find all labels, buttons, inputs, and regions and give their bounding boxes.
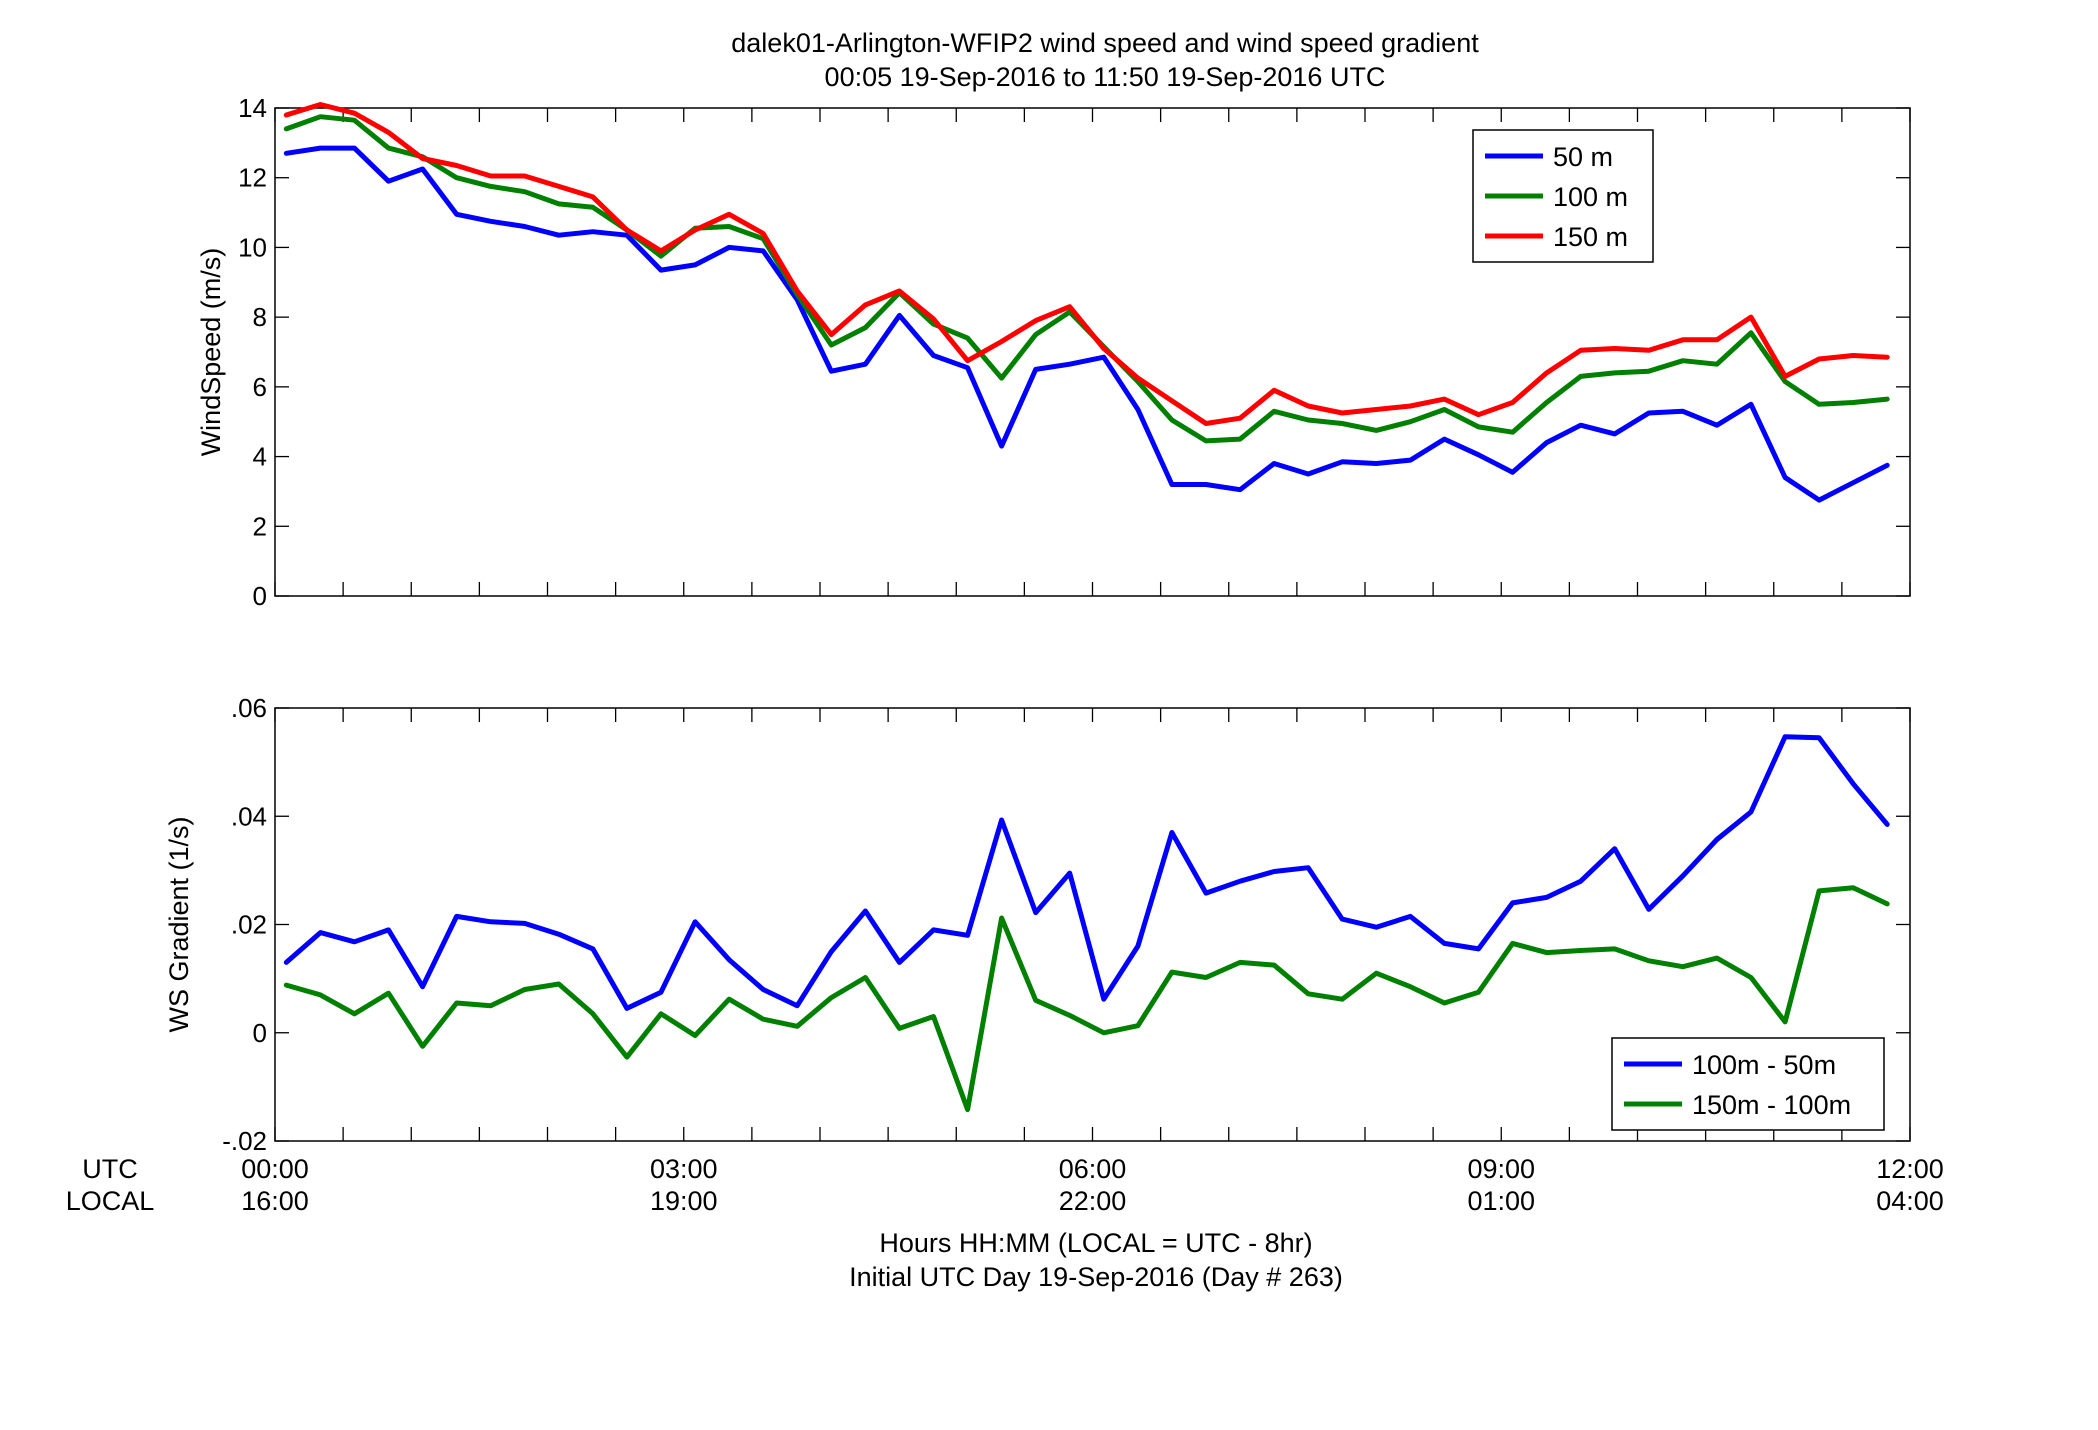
legend-label: 100m - 50m: [1692, 1050, 1836, 1080]
y-tick-label: 12: [238, 163, 267, 193]
y-tick-label: 6: [253, 372, 267, 402]
x-tick-label-local: 16:00: [241, 1186, 309, 1216]
x-tick-label-utc: 03:00: [650, 1154, 718, 1184]
series-line-100m-50m: [283, 734, 1890, 1011]
y-tick-label: 0: [253, 1018, 267, 1048]
x-tick-label-local: 22:00: [1059, 1186, 1127, 1216]
y-axis-label: WindSpeed (m/s): [196, 248, 226, 457]
legend-label: 100 m: [1553, 182, 1628, 212]
legend-box: [1611, 1037, 1885, 1131]
y-axis-label: WS Gradient (1/s): [164, 816, 194, 1032]
y-tick-label: .02: [231, 910, 267, 940]
x-axis-label-line2: Initial UTC Day 19-Sep-2016 (Day # 263): [849, 1262, 1343, 1292]
x-tick-label-local: 01:00: [1467, 1186, 1535, 1216]
x-tick-label-local: 04:00: [1876, 1186, 1944, 1216]
y-tick-label: .04: [231, 801, 267, 831]
y-tick-label: 8: [253, 302, 267, 332]
local-row-label: LOCAL: [66, 1186, 155, 1216]
legend-label: 150 m: [1553, 222, 1628, 252]
chart-title-line1: dalek01-Arlington-WFIP2 wind speed and w…: [731, 28, 1479, 58]
series-line-50-m: [283, 145, 1890, 503]
legend-label: 50 m: [1553, 142, 1613, 172]
y-tick-label: .06: [231, 693, 267, 723]
x-tick-label-utc: 06:00: [1059, 1154, 1127, 1184]
x-tick-label-utc: 09:00: [1467, 1154, 1535, 1184]
x-tick-label-utc: 12:00: [1876, 1154, 1944, 1184]
legend-label: 150m - 100m: [1692, 1090, 1851, 1120]
y-tick-label: 14: [238, 93, 267, 123]
y-tick-label: -.02: [222, 1126, 267, 1156]
series-line-150m-100m: [283, 885, 1890, 1113]
y-tick-label: 4: [253, 442, 267, 472]
y-tick-label: 10: [238, 232, 267, 262]
utc-row-label: UTC: [82, 1154, 138, 1184]
x-tick-label-utc: 00:00: [241, 1154, 309, 1184]
x-axis-label-line1: Hours HH:MM (LOCAL = UTC - 8hr): [879, 1228, 1312, 1258]
x-tick-label-local: 19:00: [650, 1186, 718, 1216]
series-line-150-m: [283, 102, 1890, 426]
chart-title-line2: 00:05 19-Sep-2016 to 11:50 19-Sep-2016 U…: [825, 62, 1386, 92]
y-tick-label: 0: [253, 581, 267, 611]
y-tick-label: 2: [253, 511, 267, 541]
